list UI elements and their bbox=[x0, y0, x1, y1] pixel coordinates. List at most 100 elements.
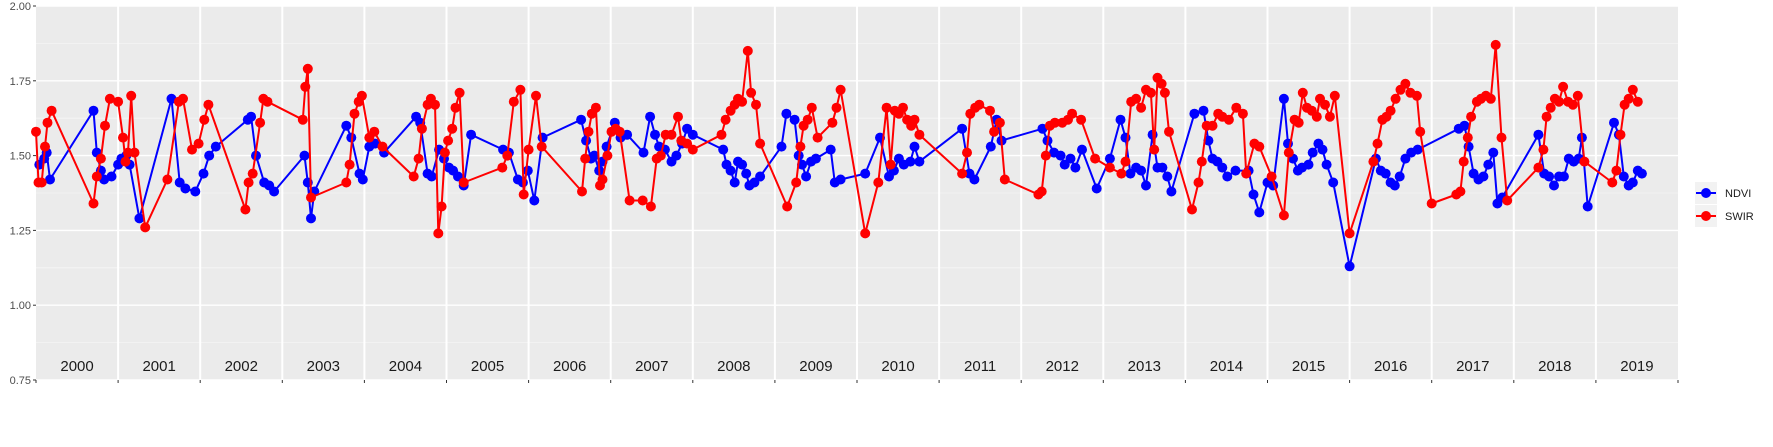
swir-point bbox=[898, 102, 908, 113]
swir-point bbox=[1623, 93, 1634, 104]
swir-point bbox=[1545, 102, 1556, 113]
year-label: 2006 bbox=[553, 358, 586, 375]
ndvi-point bbox=[645, 111, 656, 122]
ndvi-point bbox=[1248, 189, 1259, 200]
swir-point bbox=[782, 201, 793, 212]
ndvi-point bbox=[1070, 162, 1081, 173]
swir-point bbox=[408, 171, 419, 182]
swir-point bbox=[1372, 138, 1383, 149]
swir-point bbox=[1049, 117, 1060, 128]
swir-point bbox=[583, 126, 594, 137]
ndvi-point bbox=[1394, 171, 1405, 182]
swir-point bbox=[454, 87, 465, 98]
swir-point bbox=[1036, 186, 1047, 197]
swir-point bbox=[873, 177, 884, 188]
swir-point bbox=[46, 105, 57, 116]
year-label: 2005 bbox=[471, 358, 504, 375]
year-label: 2014 bbox=[1210, 358, 1243, 375]
ndvi-point bbox=[914, 156, 925, 167]
swir-point bbox=[795, 141, 806, 152]
swir-point bbox=[193, 138, 204, 149]
ndvi-point bbox=[1544, 171, 1555, 182]
ndvi-point bbox=[650, 129, 660, 140]
swir-point bbox=[515, 84, 526, 95]
swir-point bbox=[1558, 81, 1569, 92]
ndvi-point bbox=[1065, 153, 1076, 164]
legend-label-swir: SWIR bbox=[1725, 211, 1754, 223]
swir-point bbox=[1466, 111, 1477, 122]
swir-point bbox=[104, 93, 115, 104]
ndvi-point bbox=[1115, 114, 1126, 125]
ndvi-point bbox=[638, 147, 649, 158]
legend-label-ndvi: NDVI bbox=[1725, 188, 1751, 200]
swir-point bbox=[302, 63, 313, 74]
ndvi-point bbox=[1317, 144, 1328, 155]
y-tick-label: 2.00 bbox=[10, 1, 31, 13]
swir-point bbox=[1627, 84, 1638, 95]
swir-point bbox=[497, 162, 508, 173]
swir-point bbox=[637, 195, 648, 206]
swir-point bbox=[860, 228, 871, 239]
swir-point bbox=[42, 117, 53, 128]
swir-point bbox=[1490, 39, 1501, 50]
year-label: 2012 bbox=[1046, 358, 1079, 375]
swir-point bbox=[1607, 177, 1618, 188]
swir-point bbox=[439, 147, 450, 158]
swir-point bbox=[1187, 204, 1197, 215]
ndvi-point bbox=[204, 150, 215, 161]
swir-point bbox=[31, 126, 41, 137]
swir-point bbox=[1329, 90, 1340, 101]
ndvi-point bbox=[180, 183, 191, 194]
ndvi-point bbox=[306, 213, 316, 224]
swir-point bbox=[1278, 210, 1289, 221]
ndvi-point bbox=[1222, 171, 1233, 182]
ndvi-point bbox=[45, 174, 55, 185]
swir-point bbox=[297, 114, 308, 125]
ndvi-point bbox=[1254, 207, 1265, 218]
swir-point bbox=[341, 177, 352, 188]
swir-point bbox=[203, 99, 214, 110]
ndvi-point bbox=[1055, 150, 1066, 161]
swir-point bbox=[1196, 156, 1207, 167]
ndvi-point bbox=[426, 171, 437, 182]
swir-point bbox=[416, 123, 427, 134]
swir-point bbox=[120, 156, 131, 167]
swir-point bbox=[1237, 108, 1248, 119]
ndvi-point bbox=[1533, 129, 1544, 140]
swir-point bbox=[413, 153, 424, 164]
ndvi-point bbox=[1217, 162, 1228, 173]
swir-point bbox=[1120, 156, 1131, 167]
ndvi-point bbox=[1162, 171, 1173, 182]
year-labels: 2000 2001 2002 2003 2004 2005 2006 2007 2008 2009… bbox=[60, 358, 1653, 375]
swir-point bbox=[1533, 162, 1544, 173]
swir-point bbox=[1145, 87, 1156, 98]
swir-point bbox=[502, 150, 513, 161]
ndvi-point bbox=[718, 144, 729, 155]
swir-point bbox=[1538, 144, 1549, 155]
ndvi-point bbox=[801, 171, 812, 182]
swir-point bbox=[1266, 171, 1277, 182]
swir-point bbox=[1131, 93, 1142, 104]
swir-point bbox=[240, 204, 251, 215]
year-label: 2008 bbox=[717, 358, 750, 375]
swir-point bbox=[1324, 111, 1335, 122]
swir-point bbox=[162, 174, 173, 185]
ndvi-point bbox=[210, 141, 221, 152]
swir-point bbox=[999, 174, 1010, 185]
ndvi-point bbox=[106, 171, 117, 182]
ndvi-point bbox=[1328, 177, 1339, 188]
year-label: 2002 bbox=[225, 358, 258, 375]
swir-point bbox=[914, 129, 925, 140]
swir-point bbox=[118, 132, 128, 143]
swir-point bbox=[1293, 117, 1304, 128]
swir-point bbox=[881, 102, 892, 113]
swir-point bbox=[831, 102, 842, 113]
swir-point bbox=[742, 45, 753, 56]
swir-point bbox=[430, 99, 440, 110]
ndvi-point bbox=[1459, 120, 1470, 131]
swir-point bbox=[1400, 78, 1411, 89]
swir-point bbox=[91, 171, 102, 182]
swir-point bbox=[590, 102, 601, 113]
swir-point bbox=[989, 126, 1000, 137]
